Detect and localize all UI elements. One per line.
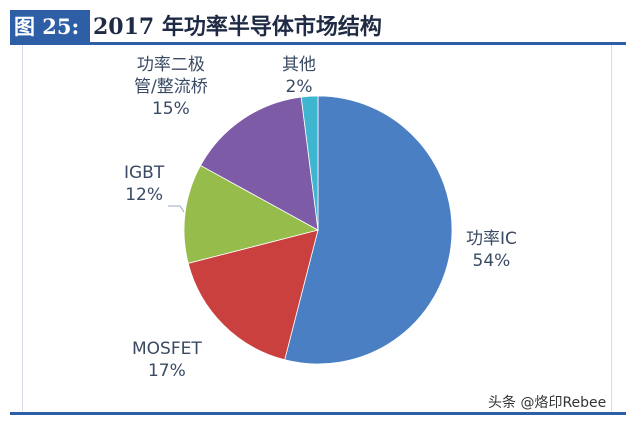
label-other: 其他 2% [282, 54, 316, 98]
label-diode-rectifier-name-line1: 功率二极 [136, 55, 205, 75]
top-rule-divider [10, 42, 626, 45]
label-power-ic: 功率IC 54% [466, 228, 517, 272]
igbt-leader-line [168, 205, 185, 213]
slice-power-ic [284, 95, 453, 365]
label-mosfet: MOSFET 17% [132, 338, 202, 382]
label-other-pct: 2% [285, 77, 313, 97]
chart-title: 2017 年功率半导体市场结构 [93, 14, 382, 40]
figure-number-badge: 图 25: [10, 10, 90, 44]
label-igbt-pct: 12% [125, 185, 164, 205]
label-mosfet-pct: 17% [147, 361, 186, 381]
slice-other [300, 95, 319, 231]
watermark: 头条 @烙印Rebee [488, 395, 607, 411]
label-igbt-name: IGBT [124, 163, 165, 183]
slice-diode-rectifier [200, 96, 319, 231]
label-igbt: IGBT 12% [124, 162, 164, 206]
chart-frame [22, 45, 612, 411]
label-power-ic-pct: 54% [472, 251, 511, 271]
label-other-name: 其他 [282, 55, 316, 75]
label-diode-rectifier-name-line2: 管/整流桥 [134, 77, 208, 97]
label-power-ic-name: 功率IC [466, 229, 517, 249]
label-diode-rectifier-pct: 15% [151, 99, 190, 119]
slice-igbt [183, 164, 320, 264]
bottom-rule-divider [10, 412, 626, 415]
slice-mosfet [187, 229, 319, 361]
label-diode-rectifier: 功率二极 管/整流桥 15% [134, 54, 208, 120]
label-mosfet-name: MOSFET [132, 339, 202, 359]
